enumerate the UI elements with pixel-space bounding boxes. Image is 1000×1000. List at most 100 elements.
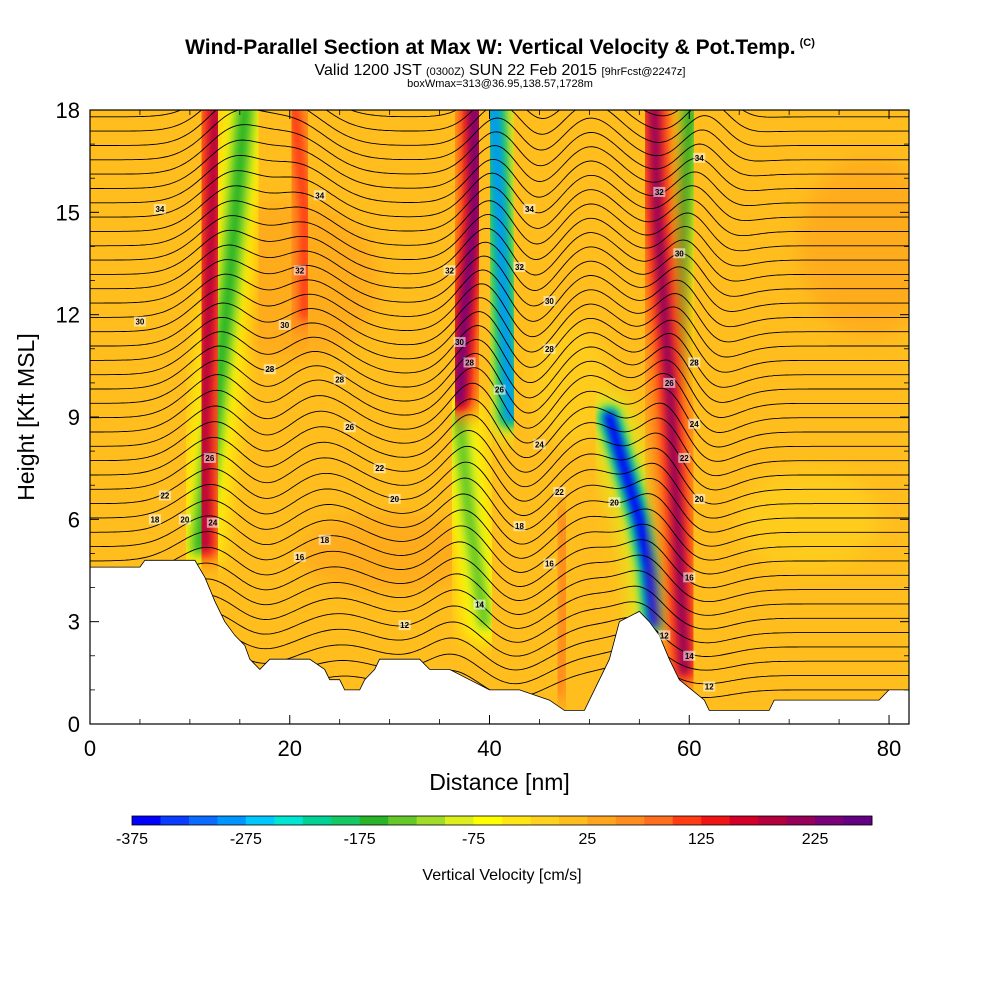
colorbar-swatch	[729, 816, 759, 825]
chart-subtitle-box: boxWmax=313@36.95,138.57,1728m	[407, 78, 593, 90]
isentrope-line	[90, 430, 909, 491]
colorbar-swatch	[302, 816, 332, 825]
isentrope-label: 12	[658, 630, 671, 641]
isentrope-line	[90, 554, 909, 603]
svg-text:30: 30	[675, 249, 684, 258]
svg-text:16: 16	[685, 573, 694, 582]
svg-text:28: 28	[690, 358, 699, 367]
isentrope-label: 28	[543, 343, 556, 354]
isentrope-label: 32	[653, 186, 666, 197]
isentrope-label: 12	[703, 681, 716, 692]
svg-text:18: 18	[320, 536, 329, 545]
isentrope-line	[90, 585, 909, 630]
x-tick-label: 80	[877, 736, 901, 761]
isentrope-line	[90, 110, 909, 133]
svg-text:12: 12	[705, 682, 714, 691]
colorbar-swatch	[843, 816, 873, 825]
svg-text:20: 20	[610, 498, 619, 507]
isentrope-line	[90, 283, 909, 343]
colorbar-swatch	[701, 816, 731, 825]
colorbar-swatch	[473, 816, 503, 825]
svg-text:30: 30	[280, 321, 289, 330]
isentrope-line	[90, 477, 909, 533]
x-tick-label: 40	[477, 736, 501, 761]
updraft-core	[553, 513, 570, 696]
colorbar-swatch	[331, 816, 361, 825]
colorbar-tick-label: -175	[344, 831, 376, 848]
svg-text:28: 28	[335, 375, 344, 384]
colorbar-swatch	[274, 816, 304, 825]
colorbar-swatch	[188, 816, 218, 825]
w-field-patch	[799, 156, 909, 337]
isentrope-line	[90, 155, 909, 207]
colorbar-swatch	[558, 816, 588, 825]
svg-text:22: 22	[555, 488, 564, 497]
isentrope-line	[90, 227, 909, 282]
isentrope-label: 28	[333, 374, 346, 385]
svg-text:28: 28	[465, 358, 474, 367]
y-tick-label: 15	[56, 200, 80, 225]
isentrope-label: 34	[523, 203, 536, 214]
colorbar-frame	[131, 815, 873, 826]
isentrope-label: 16	[293, 551, 306, 562]
isentrope-line	[90, 311, 909, 373]
svg-text:12: 12	[660, 631, 669, 640]
svg-text:20: 20	[180, 515, 189, 524]
isentrope-label: 30	[133, 316, 146, 327]
isentrope-label: 34	[693, 152, 706, 163]
isentrope-line	[90, 539, 909, 589]
isentrope-label: 32	[293, 265, 306, 276]
svg-text:24: 24	[208, 519, 217, 528]
isentrope-line	[90, 325, 909, 388]
forecast-info: [9hrFcst@2247z]	[601, 66, 686, 78]
isentrope-line	[90, 255, 909, 312]
updraft-core	[289, 110, 311, 321]
isentrope-label: 26	[493, 384, 506, 395]
svg-text:26: 26	[665, 379, 674, 388]
colorbar-swatch	[245, 816, 275, 825]
colorbar-swatch	[644, 816, 674, 825]
isentrope-label: 18	[513, 521, 526, 532]
svg-text:24: 24	[690, 420, 699, 429]
colorbar-swatch	[416, 816, 446, 825]
isentrope-line	[90, 46, 909, 102]
updraft-core	[199, 110, 221, 553]
isentrope-label: 18	[318, 534, 331, 545]
isentrope-label: 24	[533, 439, 546, 450]
isentrope-label: 16	[683, 572, 696, 583]
isentrope-label: 22	[678, 452, 691, 463]
x-tick-label: 60	[677, 736, 701, 761]
isentrope-line	[90, 124, 909, 177]
svg-text:30: 30	[455, 338, 464, 347]
isentrope-label: 26	[343, 422, 356, 433]
isentrope-line	[90, 110, 909, 162]
y-tick-label: 12	[56, 303, 80, 328]
x-tick-label: 20	[278, 736, 302, 761]
isentrope-label: 12	[398, 620, 411, 631]
y-tick-label: 3	[68, 610, 80, 635]
svg-text:34: 34	[155, 205, 164, 214]
isentrope-label: 24	[688, 418, 701, 429]
colorbar-tick-label: 125	[688, 831, 715, 848]
colorbar-tick-label: -275	[230, 831, 262, 848]
svg-text:34: 34	[525, 205, 534, 214]
svg-text:32: 32	[295, 266, 304, 275]
isentrope-label: 22	[553, 487, 566, 498]
isentrope-label: 26	[203, 452, 216, 463]
colorbar-tick-label: 25	[578, 831, 596, 848]
isentrope-label: 30	[278, 319, 291, 330]
isentrope-line	[90, 241, 909, 297]
isentrope-label: 20	[388, 493, 401, 504]
svg-text:16: 16	[545, 560, 554, 569]
svg-text:18: 18	[515, 522, 524, 531]
isentrope-line	[90, 508, 909, 561]
isentrope-label: 20	[693, 493, 706, 504]
isentrope-line	[90, 214, 909, 267]
isentrope-label: 28	[263, 364, 276, 375]
colorbar-swatch	[359, 816, 389, 825]
isentrope-label: 30	[543, 296, 556, 307]
isentrope-label: 22	[158, 490, 171, 501]
isentrope-line	[90, 382, 909, 448]
isentrope-label: 18	[148, 514, 161, 525]
y-tick-label: 6	[68, 507, 80, 532]
